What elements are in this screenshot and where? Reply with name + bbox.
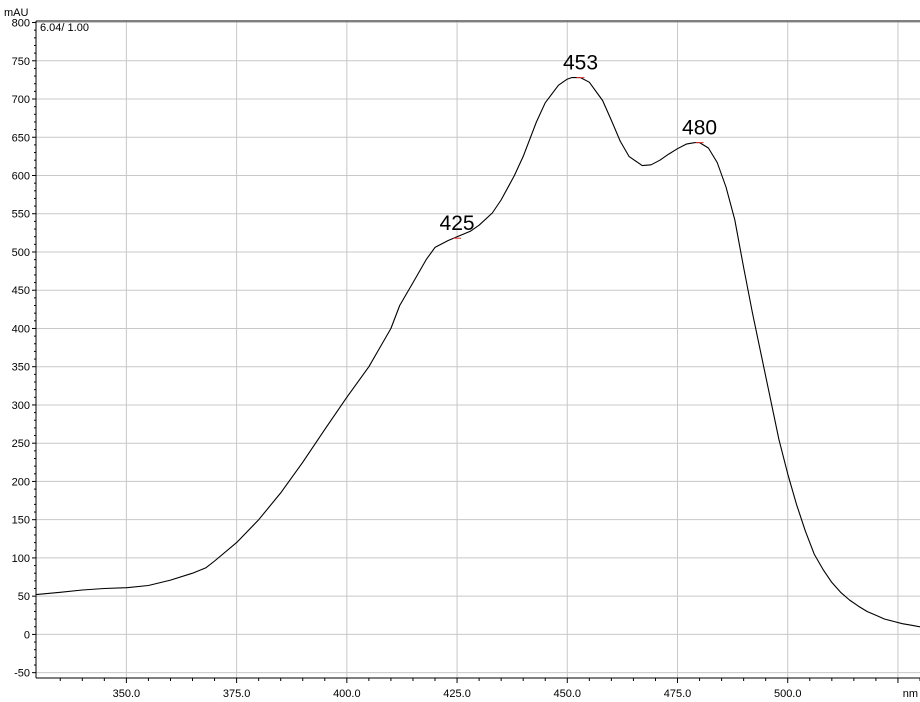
y-tick-label: 650 <box>12 132 30 144</box>
x-tick-label: 400.0 <box>333 688 361 700</box>
y-tick-label: 300 <box>12 400 30 412</box>
scale-info-text: 6.04/ 1.00 <box>40 22 89 34</box>
y-tick-label: 550 <box>12 209 30 221</box>
x-tick-label: 425.0 <box>443 688 471 700</box>
x-tick-label: 375.0 <box>223 688 251 700</box>
annotation-layer: 425 453 480 <box>440 52 717 239</box>
y-tick-label: 700 <box>12 94 30 106</box>
spectrum-line <box>35 77 920 628</box>
y-tick-label: 500 <box>12 247 30 259</box>
y-tick-label: 50 <box>18 591 30 603</box>
y-tick-label: 250 <box>12 438 30 450</box>
x-tick-label: 350.0 <box>113 688 141 700</box>
y-tick-label: 200 <box>12 476 30 488</box>
y-tick-label: 800 <box>12 18 30 30</box>
x-tick-label: 500.0 <box>774 688 802 700</box>
y-tick-label: 350 <box>12 362 30 374</box>
y-tick-label: 600 <box>12 170 30 182</box>
x-tick-label: 475.0 <box>664 688 692 700</box>
y-tick-label: -50 <box>14 668 30 680</box>
axes <box>32 20 920 683</box>
y-tick-label: 750 <box>12 56 30 68</box>
x-tick-label: 450.0 <box>554 688 582 700</box>
peak-label: 480 <box>682 117 717 140</box>
x-axis-unit-label: nm <box>903 688 918 700</box>
series-layer <box>35 77 920 628</box>
y-tick-label: 100 <box>12 553 30 565</box>
peak-label: 425 <box>440 212 475 235</box>
y-tick-label: 150 <box>12 515 30 527</box>
y-tick-label: 0 <box>24 629 30 641</box>
y-tick-label: 400 <box>12 323 30 335</box>
peak-label: 453 <box>563 52 598 75</box>
y-axis-unit-label: mAU <box>4 7 29 19</box>
grid <box>36 21 920 678</box>
y-tick-label: 450 <box>12 285 30 297</box>
tick-label-layer: -50 0 50 100 150 200 250 300 350 400 450 500 550 600 6… <box>4 7 918 700</box>
